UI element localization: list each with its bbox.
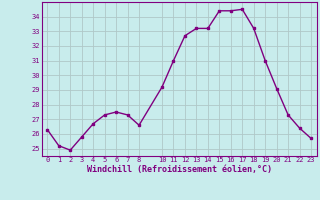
X-axis label: Windchill (Refroidissement éolien,°C): Windchill (Refroidissement éolien,°C) xyxy=(87,165,272,174)
